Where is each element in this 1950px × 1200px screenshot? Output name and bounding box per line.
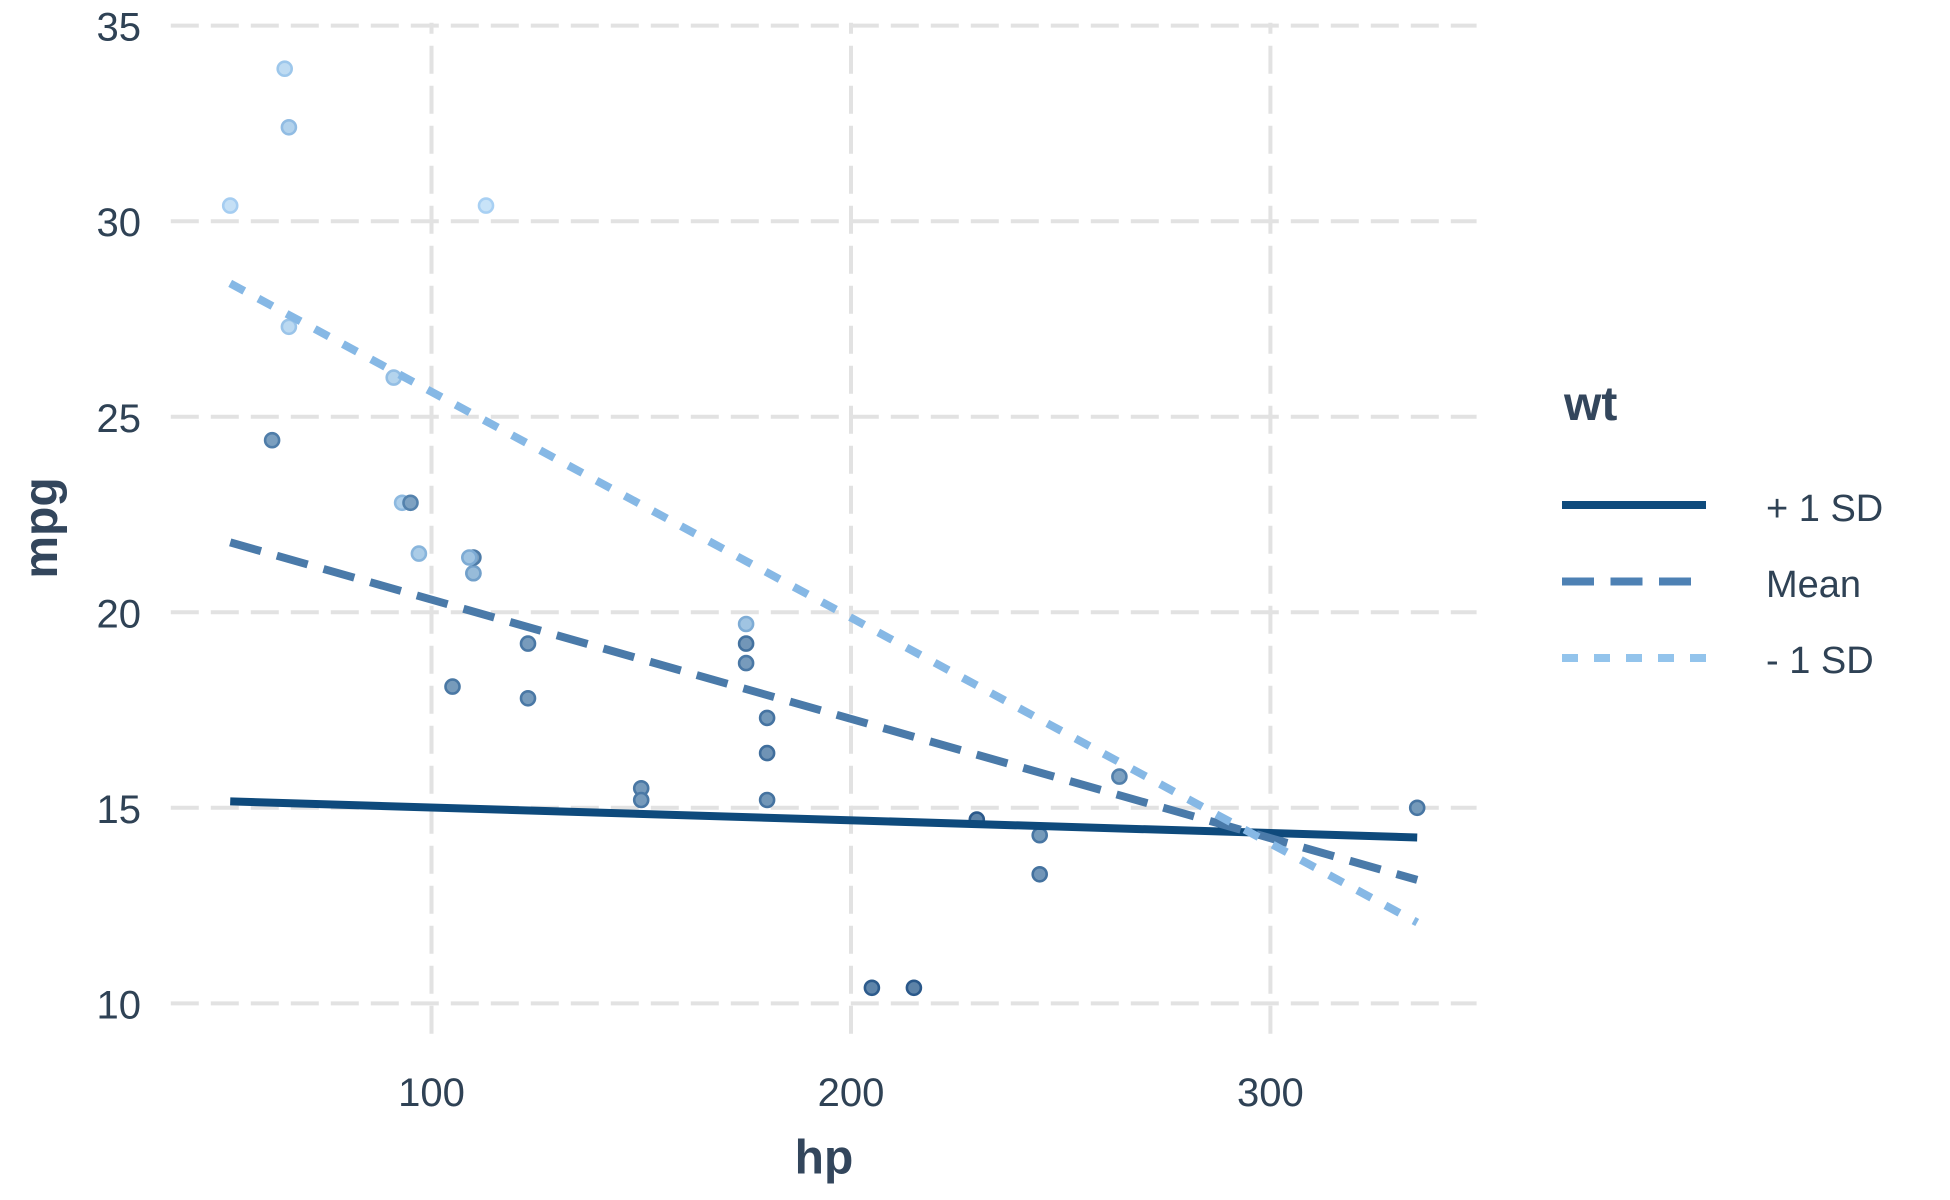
svg-text:- 1 SD: - 1 SD [1766,640,1874,682]
svg-text:300: 300 [1237,1071,1304,1115]
svg-text:100: 100 [398,1071,465,1115]
svg-text:+ 1 SD: + 1 SD [1766,488,1883,530]
svg-text:200: 200 [818,1071,885,1115]
svg-text:25: 25 [97,397,142,441]
svg-text:Mean: Mean [1766,564,1861,606]
svg-text:wt: wt [1563,378,1617,431]
svg-text:35: 35 [97,6,142,50]
svg-text:mpg: mpg [15,477,68,578]
svg-text:hp: hp [795,1132,854,1185]
svg-text:20: 20 [97,592,142,636]
svg-text:15: 15 [97,788,142,832]
svg-text:30: 30 [97,201,142,245]
svg-text:10: 10 [97,983,142,1027]
